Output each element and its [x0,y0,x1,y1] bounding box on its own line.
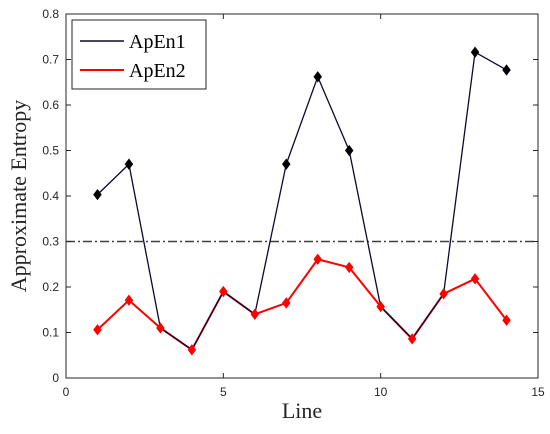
data-point-apen1 [502,64,511,76]
x-tick-label: 5 [220,385,227,399]
data-point-apen1 [93,188,102,201]
data-point-apen2 [344,261,354,274]
data-point-apen2 [156,322,165,334]
y-tick-label: 0.4 [42,189,59,203]
data-point-apen2 [439,288,448,300]
y-tick-label: 0.6 [42,98,59,112]
y-tick-label: 0.8 [42,7,59,21]
data-point-apen2 [313,253,322,265]
data-point-apen1 [470,46,480,58]
y-tick-label: 0.7 [42,53,59,67]
data-point-apen2 [187,344,197,356]
data-point-apen2 [219,285,228,298]
data-point-apen2 [502,314,511,326]
data-point-apen2 [93,324,102,336]
y-tick-label: 0.1 [42,326,59,340]
x-axis-title: Line [282,398,322,423]
legend: ApEn1 ApEn2 [71,19,207,90]
data-point-apen1 [282,158,291,170]
y-tick-label: 0.3 [42,235,59,249]
y-axis-title: Approximate Entropy [6,100,31,292]
data-point-apen1 [124,158,134,170]
x-tick-label: 15 [531,385,545,399]
y-tick-label: 0.5 [42,144,59,158]
legend-label-apen2: ApEn2 [129,60,186,82]
x-tick-label: 0 [63,385,70,399]
series-line-apen1 [97,51,507,351]
legend-label-apen1: ApEn1 [129,31,186,53]
data-point-apen2 [250,308,260,320]
data-point-apen1 [344,144,354,157]
x-tick-label: 10 [374,385,388,399]
y-tick-label: 0 [52,371,59,385]
y-tick-label: 0.2 [42,280,59,294]
legend-box [71,19,207,90]
data-point-apen2 [470,273,480,285]
data-point-apen1 [313,71,322,83]
data-point-apen2 [376,300,385,313]
data-point-apen2 [407,333,417,345]
data-point-apen2 [124,294,134,306]
data-point-apen2 [282,297,291,309]
